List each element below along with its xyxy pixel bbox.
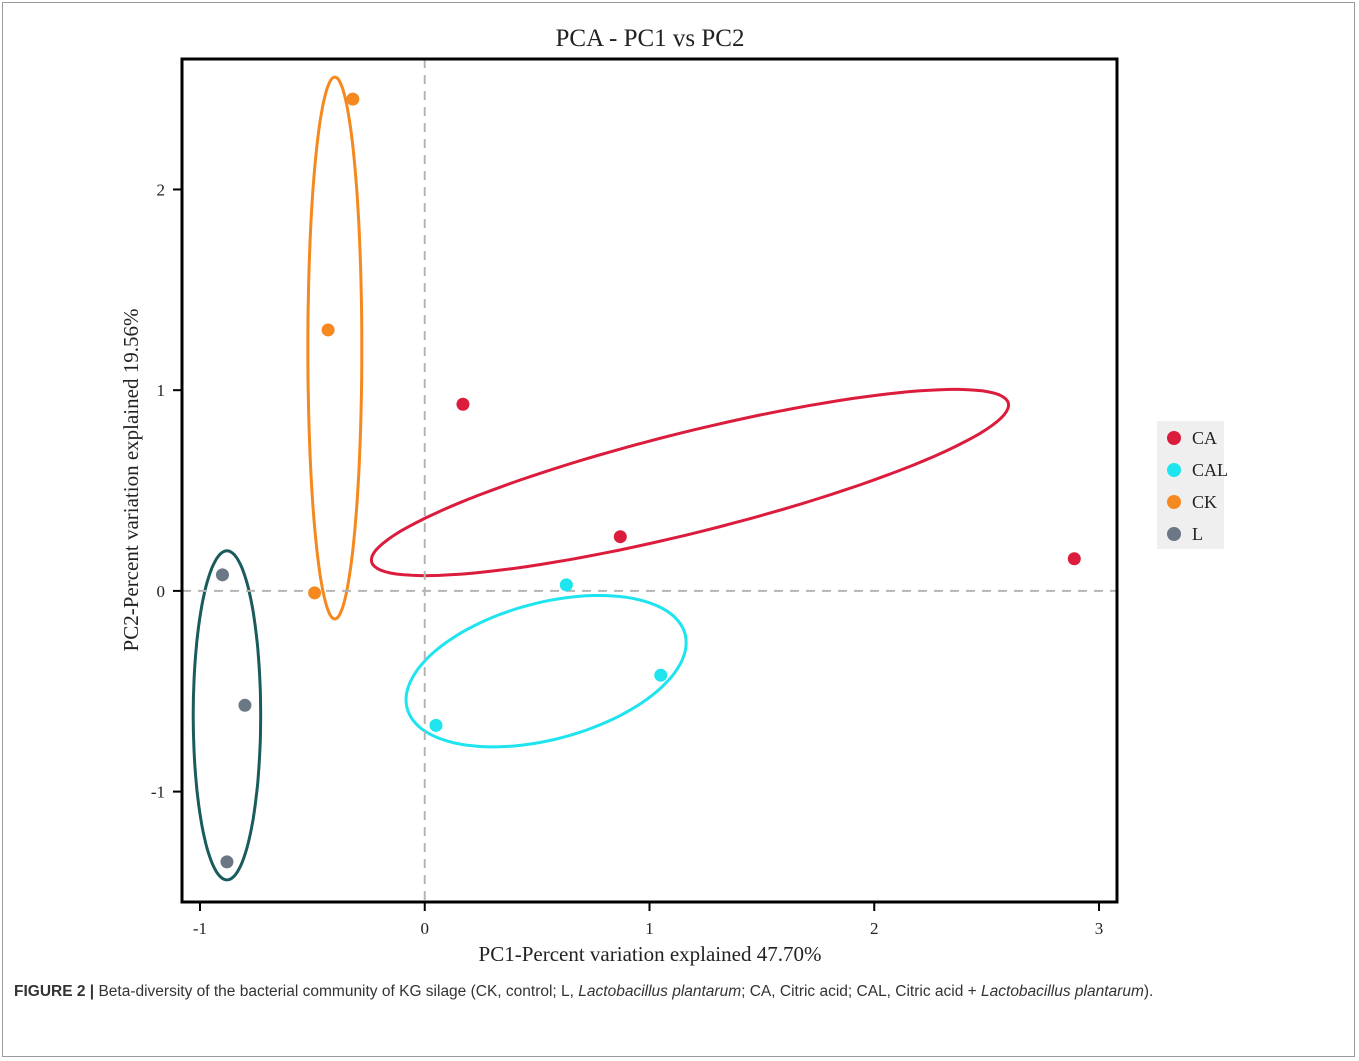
point-ck-1 xyxy=(346,92,360,106)
point-ca-1 xyxy=(456,397,470,411)
reference-lines xyxy=(182,59,1117,902)
x-axis-label: PC1-Percent variation explained 47.70% xyxy=(479,942,822,966)
y-tick-label: -1 xyxy=(151,783,165,802)
y-axis-label: PC2-Percent variation explained 19.56% xyxy=(119,309,143,652)
point-layer xyxy=(215,92,1081,869)
x-axis-ticks: -1 0 1 2 3 xyxy=(193,902,1103,938)
caption-text-3: ). xyxy=(1143,983,1154,1000)
x-tick-label: 1 xyxy=(645,919,654,938)
legend-marker-cal xyxy=(1167,463,1181,477)
caption-species-1: Lactobacillus plantarum xyxy=(578,983,742,1000)
point-ck-2 xyxy=(321,323,335,337)
y-tick-label: 2 xyxy=(157,180,166,199)
point-ck-3 xyxy=(308,586,322,600)
ellipse-layer xyxy=(191,75,1011,882)
legend-label-cal: CAL xyxy=(1192,460,1228,480)
ellipse-ca xyxy=(369,387,1011,578)
point-l-3 xyxy=(220,855,234,869)
caption-text-1: Beta-diversity of the bacterial communit… xyxy=(94,983,579,1000)
point-cal-2 xyxy=(654,668,668,682)
x-tick-label: 3 xyxy=(1095,919,1104,938)
legend-marker-ck xyxy=(1167,495,1181,509)
x-tick-label: 2 xyxy=(870,919,879,938)
caption-text-2: ; CA, Citric acid; CAL, Citric acid + xyxy=(741,983,982,1000)
ellipse-cal xyxy=(404,594,688,749)
x-tick-label: 0 xyxy=(420,919,429,938)
figure-caption: FIGURE 2 | Beta-diversity of the bacteri… xyxy=(14,979,1334,1004)
caption-species-2: Lactobacillus plantarum xyxy=(981,983,1144,1000)
plot-border xyxy=(180,57,1119,904)
chart-title: PCA - PC1 vs PC2 xyxy=(556,25,745,52)
legend-label-l: L xyxy=(1192,524,1203,544)
x-tick-label: -1 xyxy=(193,919,207,938)
legend-marker-ca xyxy=(1167,431,1181,445)
legend-label-ca: CA xyxy=(1192,428,1217,448)
pca-scatter-chart: PCA - PC1 vs PC2 -1 0 1 2 3 -1 0 1 2 PC1-Percen… xyxy=(119,25,1228,966)
y-axis-ticks: -1 0 1 2 xyxy=(151,180,182,802)
point-ca-2 xyxy=(613,530,627,544)
legend-box xyxy=(1157,421,1224,549)
point-l-1 xyxy=(215,568,229,582)
ellipse-ck xyxy=(306,75,364,621)
legend-marker-l xyxy=(1167,527,1181,541)
point-ca-3 xyxy=(1067,552,1081,566)
point-l-2 xyxy=(238,698,252,712)
legend-label-ck: CK xyxy=(1192,492,1217,512)
ellipse-l xyxy=(191,549,263,882)
legend: CA CAL CK L xyxy=(1157,421,1228,549)
point-cal-3 xyxy=(429,718,443,732)
y-tick-label: 1 xyxy=(157,381,166,400)
point-cal-1 xyxy=(559,578,573,592)
caption-label: FIGURE 2 | xyxy=(14,983,95,1000)
y-tick-label: 0 xyxy=(157,582,166,601)
